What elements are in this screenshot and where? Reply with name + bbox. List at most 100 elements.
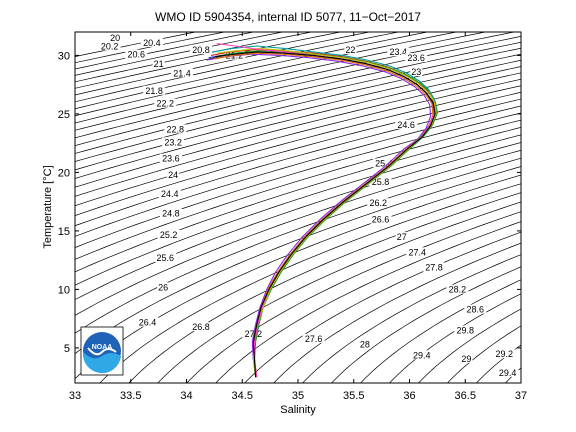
contour-label-background xyxy=(395,232,408,242)
contour-label: 28 xyxy=(360,340,370,350)
contour-label: 23.6 xyxy=(407,53,425,63)
contour-label: 27.6 xyxy=(305,334,323,344)
contour-label-background xyxy=(302,333,325,343)
contour-label-background xyxy=(125,49,148,59)
contour-label-background xyxy=(190,322,212,332)
contour-label: 29.4 xyxy=(499,368,517,378)
contour-label-background xyxy=(344,44,357,54)
contour-label: 23.2 xyxy=(164,137,182,147)
y-axis-label: Temperature [°C] xyxy=(42,165,54,248)
density-contour-line xyxy=(75,32,486,124)
contour-label: 27.4 xyxy=(409,247,427,257)
density-contour-line xyxy=(75,59,521,171)
density-contour-line xyxy=(418,308,521,383)
contour-label-background xyxy=(387,47,410,57)
contour-label-background xyxy=(410,350,433,360)
contour-label-background xyxy=(454,325,477,335)
contour-label-background xyxy=(154,253,177,263)
noaa-logo: NOAA xyxy=(80,326,124,376)
contour-label-background xyxy=(143,85,166,95)
contour-label-background xyxy=(464,304,487,314)
density-contour-line xyxy=(75,32,399,103)
x-tick-label: 33 xyxy=(69,390,81,402)
x-tick-label: 34 xyxy=(180,390,192,402)
contour-label-background xyxy=(367,198,390,208)
density-contour-line xyxy=(157,201,521,383)
contour-label: 29.2 xyxy=(496,349,514,359)
contour-label: 24.4 xyxy=(161,189,179,199)
contour-label-background xyxy=(136,317,159,327)
contour-label: 24 xyxy=(168,170,178,180)
contour-label-background xyxy=(395,119,418,129)
contour-label-background xyxy=(159,208,182,218)
density-contour-line xyxy=(75,32,457,117)
density-contour-line xyxy=(75,32,515,131)
contour-label: 24.8 xyxy=(162,209,180,219)
density-contour-line xyxy=(186,211,521,383)
contour-label-background xyxy=(446,284,469,294)
contour-label: 26.4 xyxy=(139,318,157,328)
contour-label-background xyxy=(152,58,165,68)
x-tick-label: 36.5 xyxy=(455,390,476,402)
contour-label: 24.6 xyxy=(397,120,415,130)
density-contour-line xyxy=(75,66,521,179)
contour-label: 21 xyxy=(154,59,164,69)
contour-label: 27.8 xyxy=(425,263,443,273)
contour-label-background xyxy=(405,53,428,63)
x-tick-label: 35.5 xyxy=(343,390,364,402)
contour-label: 20.8 xyxy=(192,45,210,55)
contour-label: 25.2 xyxy=(160,230,178,240)
contour-label: 22.2 xyxy=(157,99,175,109)
x-axis-label: Salinity xyxy=(280,404,316,416)
contour-label-background xyxy=(109,33,122,43)
contour-label: 26.6 xyxy=(372,215,390,225)
contour-label: 20.6 xyxy=(128,50,146,60)
y-tick-label: 5 xyxy=(64,343,70,355)
density-contour-line xyxy=(75,126,521,273)
chart-title: WMO ID 5904354, internal ID 5077, 11−Oct… xyxy=(155,10,421,24)
y-tick-label: 10 xyxy=(58,284,70,296)
contour-label-background xyxy=(493,349,516,359)
contour-label-background xyxy=(190,44,212,54)
contour-label-background xyxy=(423,262,445,272)
contour-label: 26 xyxy=(158,282,168,292)
contour-label-background xyxy=(358,339,371,349)
contour-label-background xyxy=(162,137,185,147)
contour-label: 23.4 xyxy=(390,47,408,57)
contour-label-background xyxy=(496,367,519,377)
x-tick-label: 36 xyxy=(403,390,415,402)
contour-label-background xyxy=(372,158,395,168)
contour-label-background xyxy=(158,188,181,198)
contour-label: 25.4 xyxy=(375,158,393,168)
density-contour-line xyxy=(360,279,521,383)
contour-label: 20.2 xyxy=(101,41,119,51)
density-contour-line xyxy=(75,166,521,355)
contour-label: 21.8 xyxy=(145,86,163,96)
density-contour-line xyxy=(75,98,521,227)
density-contour-line xyxy=(331,266,521,383)
density-contour-line xyxy=(389,293,521,383)
contour-label: 20 xyxy=(110,33,120,43)
density-contour-line xyxy=(215,221,521,383)
density-contour-line xyxy=(75,41,521,146)
contour-label: 20.4 xyxy=(143,38,161,48)
density-contour-line xyxy=(75,134,521,286)
axis-ticks: 33 33.5 34 34.5 35 35.5 36 36.5 37 5 10 15 20 25 30 xyxy=(58,32,527,402)
density-contour-line xyxy=(75,157,521,334)
contour-label: 28.2 xyxy=(449,285,467,295)
density-contour-line xyxy=(75,72,521,188)
density-contour-line xyxy=(75,119,521,260)
density-contour-line xyxy=(244,231,521,383)
density-contour-line xyxy=(75,32,370,96)
contour-label: 25.6 xyxy=(157,253,175,263)
density-contour-line xyxy=(75,112,521,248)
density-contour-line xyxy=(75,142,521,300)
contour-label: 21.4 xyxy=(173,68,191,78)
density-contour-line xyxy=(99,183,521,383)
y-tick-label: 15 xyxy=(58,226,70,238)
contour-label: 28.6 xyxy=(467,305,485,315)
contour-label-background xyxy=(164,124,187,134)
density-contour-line xyxy=(75,47,521,154)
density-contour-line xyxy=(75,78,521,197)
contour-label: 25.8 xyxy=(372,177,390,187)
